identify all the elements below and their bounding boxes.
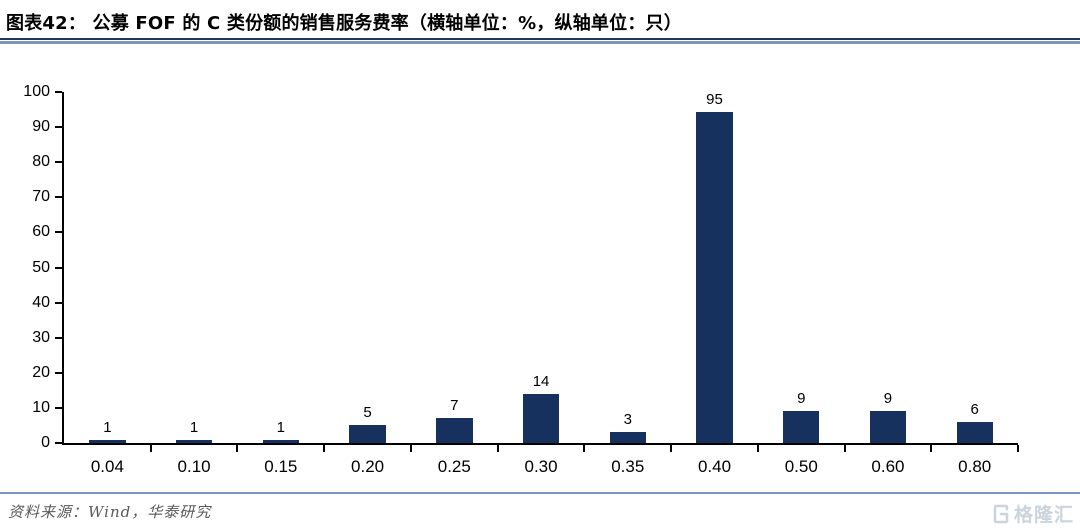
watermark-label: 格隆汇 [1013,505,1074,526]
bar-slot: 3 0.35 [584,92,671,476]
y-axis-label: 0 [41,434,50,451]
x-axis-tick [756,445,759,452]
bar-value-label: 6 [970,400,979,418]
title-separator-dark [0,38,1080,40]
x-axis-label: 0.10 [177,457,211,476]
y-axis-tick [55,91,62,93]
x-axis-label: 0.20 [351,457,385,476]
bar [783,411,820,443]
bar-slot: 1 0.04 [64,92,151,476]
y-axis-tick [55,266,62,269]
y-axis-tick [55,126,62,129]
bar [609,432,646,443]
x-axis-label: 0.60 [871,457,905,476]
source-note: 资料来源：Wind，华泰研究 [8,503,212,521]
bar [349,425,386,443]
x-axis-tick [409,445,412,452]
bar-value-label: 1 [103,418,112,436]
bar-value-label: 3 [623,411,632,429]
plot-area: 1 0.04 1 0.10 1 0.15 5 0.20 7 0.25 14 0.30 3 0.35 95 0.… [23,83,1019,476]
bar-series: 1 0.04 1 0.10 1 0.15 5 0.20 7 0.25 14 0.30 3 0.35 95 0.… [64,91,1018,476]
bar-slot: 95 0.40 [671,91,758,476]
y-axis-tick [55,406,62,409]
y-axis-label: 60 [32,223,50,241]
bar-slot: 5 0.20 [324,92,411,476]
bar-value-label: 9 [883,390,893,408]
bar [956,421,993,443]
gelonghui-g-icon [993,504,1009,523]
x-axis-tick [236,445,239,452]
y-axis-tick [55,301,62,304]
bar [262,439,300,443]
bar-value-label: 1 [189,418,199,436]
bar [89,439,126,443]
bar [869,411,907,443]
y-axis-tick [55,371,62,374]
y-axis-tick [55,336,62,339]
x-axis-label: 0.80 [958,457,992,476]
y-axis-tick [55,442,62,444]
x-axis-tick [670,445,673,452]
bar-slot: 9 0.60 [845,92,932,476]
bar-slot: 1 0.15 [237,92,324,476]
y-axis-label: 30 [32,328,50,346]
y-axis-label: 50 [32,258,50,276]
bar-value-label: 5 [363,404,372,422]
bar [696,112,733,443]
x-axis-label: 0.35 [611,457,645,476]
bar-slot: 6 0.80 [931,92,1018,476]
x-axis-tick [843,445,846,452]
x-axis-label: 0.50 [784,457,818,476]
bar-value-label: 1 [276,418,285,436]
y-axis-tick [55,196,62,199]
bar [436,418,473,443]
y-axis-label: 10 [32,398,50,416]
y-axis-label: 100 [23,83,50,100]
bar [175,439,213,443]
x-axis-tick [323,445,326,452]
footer-separator [0,492,1080,494]
bar-value-label: 14 [532,372,550,390]
y-axis-label: 80 [32,153,50,171]
bar-value-label: 95 [706,91,723,108]
y-axis-label: 90 [32,118,50,136]
bar-slot: 7 0.25 [411,92,498,476]
y-axis-label: 20 [32,363,50,381]
bar-slot: 9 0.50 [758,92,845,476]
title-separator-light [0,41,1080,44]
bar-value-label: 7 [450,397,459,415]
x-axis-label: 0.25 [437,457,471,476]
x-axis-tick [583,445,586,452]
bar-value-label: 9 [797,390,806,408]
y-axis-tick [55,231,62,234]
x-axis-label: 0.40 [697,457,732,476]
y-axis-tick [55,161,62,164]
bar-slot: 14 0.30 [498,92,585,476]
x-axis-tick [930,445,933,452]
x-axis-label: 0.15 [264,457,298,476]
y-axis-label: 70 [32,188,50,206]
bar-slot: 1 0.10 [151,92,238,476]
chart-title: 图表42： 公募 FOF 的 C 类份额的销售服务费率（横轴单位：%，纵轴单位：… [6,13,682,34]
bar [522,393,560,443]
x-axis-label: 0.30 [524,457,558,476]
gelonghui-watermark: 格隆汇 [991,500,1074,527]
x-axis-tick [496,445,499,452]
x-axis-tick [1017,445,1019,452]
x-axis-label: 0.04 [90,457,124,476]
x-axis-tick [149,445,152,452]
y-axis-label: 40 [32,293,50,311]
